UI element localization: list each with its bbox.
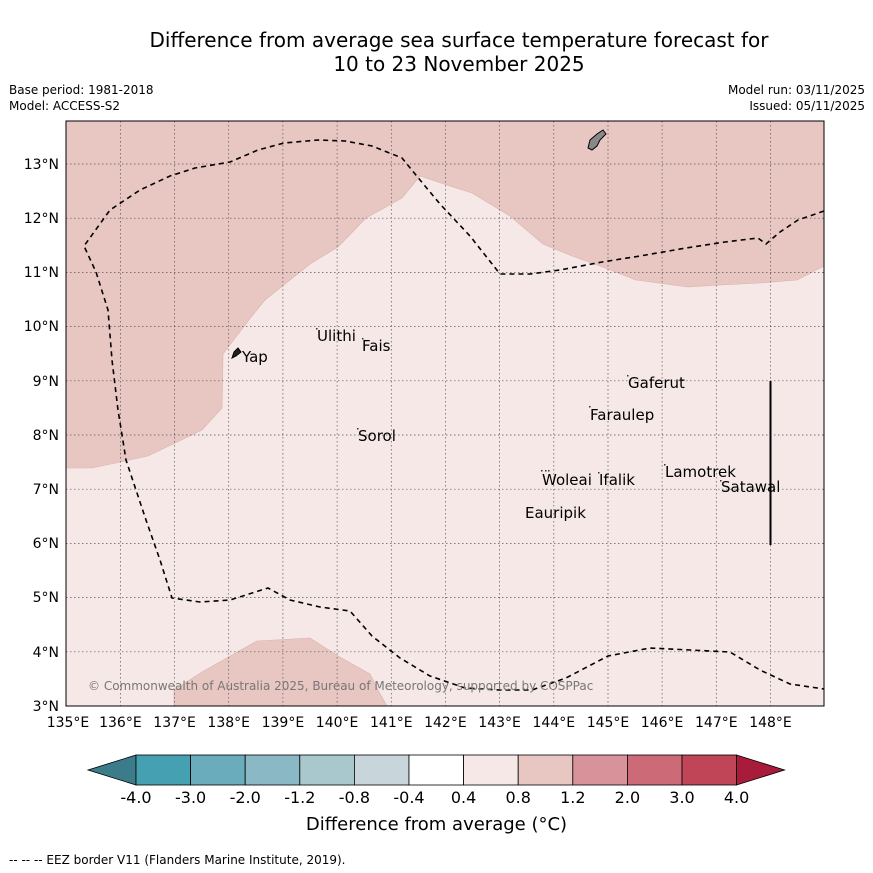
anomaly-region-south [173, 637, 388, 706]
colorbar-tick-label: -1.2 [284, 788, 315, 807]
colorbar-tick-label: -0.8 [339, 788, 370, 807]
lon-label-138: 138°E [207, 715, 250, 731]
place-woleai: Woleai [542, 471, 592, 489]
place-satawal: Satawal [721, 478, 780, 496]
colorbar-tick-label: 4.0 [724, 788, 749, 807]
guam-island [587, 129, 607, 151]
colorbar-tick-label: 0.8 [505, 788, 530, 807]
lon-label-139: 139°E [262, 715, 305, 731]
yap-island [231, 347, 242, 359]
lon-label-140: 140°E [316, 715, 359, 731]
colorbar-segment [463, 754, 519, 786]
place-yap: Yap [241, 348, 268, 366]
lon-label-145: 145°E [587, 715, 630, 731]
model-name: Model: ACCESS-S2 [9, 99, 121, 113]
colorbar-segment [681, 754, 737, 786]
lon-label-135: 135°E [47, 715, 90, 731]
colorbar-title: Difference from average (°C) [305, 814, 568, 835]
lon-label-146: 146°E [641, 715, 684, 731]
lat-label-9: 9°N [33, 374, 59, 390]
place-lamotrek: Lamotrek [665, 463, 736, 481]
colorbar-tick-label: 2.0 [615, 788, 640, 807]
lon-tick-labels: 135°E 136°E 137°E 138°E 139°E 140°E 141°… [47, 715, 792, 731]
lat-label-10: 10°N [24, 319, 59, 335]
copyright-notice: © Commonwealth of Australia 2025, Bureau… [88, 679, 593, 693]
lat-label-12: 12°N [24, 211, 59, 227]
eez-border-north [83, 139, 824, 691]
lon-label-147: 147°E [695, 715, 738, 731]
place-eauripik: Eauripik [525, 504, 586, 522]
model-run: Model run: 03/11/2025 [727, 83, 865, 97]
colorbar-segment [627, 754, 683, 786]
lat-label-8: 8°N [33, 428, 59, 444]
colorbar-segment [244, 754, 301, 786]
place-fais: Fais [362, 337, 391, 355]
colorbar-tick-label: 0.4 [451, 788, 476, 807]
colorbar-segment [190, 754, 246, 786]
colorbar-segment [353, 754, 410, 786]
place-gaferut: Gaferut [628, 374, 685, 392]
lat-tick-labels: 13°N 12°N 11°N 10°N 9°N 8°N 7°N 6°N 5°N … [24, 157, 59, 715]
place-ulithi: Ulithi [317, 327, 356, 345]
lon-label-143: 143°E [478, 715, 521, 731]
title-line-2: 10 to 23 November 2025 [333, 52, 585, 76]
colorbar-tick-label: -3.0 [175, 788, 206, 807]
lat-label-11: 11°N [24, 265, 59, 281]
meta-left: Base period: 1981-2018 Model: ACCESS-S2 [9, 82, 154, 114]
eez-source-note: -- -- -- EEZ border V11 (Flanders Marine… [9, 853, 346, 867]
colorbar-segment [408, 754, 464, 786]
place-sorol: Sorol [358, 427, 396, 445]
base-period: Base period: 1981-2018 [9, 83, 154, 97]
issued-date: Issued: 05/11/2025 [749, 99, 865, 113]
place-labels: Yap Ulithi Fais Gaferut Faraulep Sorol L… [241, 327, 780, 522]
lon-label-137: 137°E [153, 715, 196, 731]
colorbar-tick-label: -4.0 [120, 788, 151, 807]
lat-label-13: 13°N [24, 157, 59, 173]
lon-label-144: 144°E [533, 715, 576, 731]
map-frame [65, 120, 825, 707]
lat-label-5: 5°N [33, 590, 59, 606]
meta-right: Model run: 03/11/2025 Issued: 05/11/2025 [728, 82, 865, 114]
colorbar-segment [299, 754, 355, 786]
anomaly-region-west-north [66, 121, 824, 469]
lon-label-136: 136°E [99, 715, 142, 731]
colorbar-segment [135, 754, 191, 786]
lat-label-6: 6°N [33, 536, 59, 552]
lat-label-7: 7°N [33, 482, 59, 498]
lon-label-148: 148°E [749, 715, 792, 731]
colorbar-segment [572, 754, 628, 786]
lat-label-3: 3°N [33, 699, 59, 715]
place-ifalik: Ifalik [599, 471, 635, 489]
title-line-1: Difference from average sea surface temp… [149, 28, 769, 52]
colorbar-segment [517, 754, 574, 786]
colorbar: -4.0 -3.0 -2.0 -1.2 -0.8 -0.4 0.4 0.8 1.2 2.0 3.0 4… [86, 754, 786, 807]
colorbar-tick-label: 1.2 [560, 788, 585, 807]
place-faraulep: Faraulep [590, 406, 654, 424]
lat-label-4: 4°N [33, 645, 59, 661]
colorbar-extend-high [736, 754, 786, 786]
chart-title: Difference from average sea surface temp… [0, 28, 873, 76]
colorbar-tick-label: 3.0 [669, 788, 694, 807]
lon-label-141: 141°E [370, 715, 413, 731]
colorbar-tick-label: -2.0 [230, 788, 261, 807]
colorbar-tick-label: -0.4 [393, 788, 424, 807]
lon-label-142: 142°E [424, 715, 467, 731]
colorbar-extend-low [86, 754, 137, 786]
atoll-markers [316, 328, 722, 482]
